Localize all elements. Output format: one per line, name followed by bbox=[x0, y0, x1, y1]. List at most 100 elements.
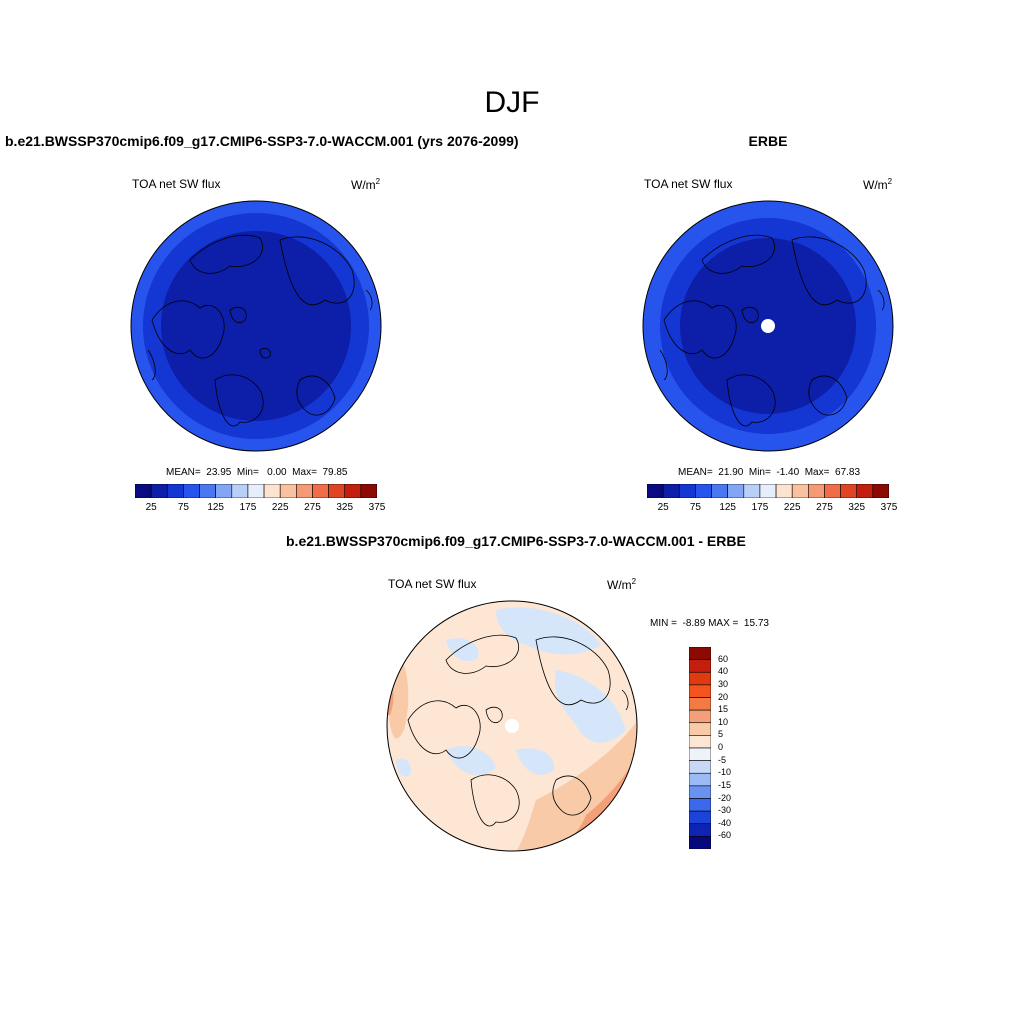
diff-colorbar-tick-label: 10 bbox=[718, 716, 729, 727]
diff-colorbar-box bbox=[689, 785, 711, 799]
obs-case-title: ERBE bbox=[748, 133, 788, 149]
obs-colorbar-box bbox=[647, 484, 664, 498]
diff-colorbar-box bbox=[689, 836, 711, 849]
diff-colorbar bbox=[689, 647, 711, 849]
model-colorbar-tick-label: 375 bbox=[368, 502, 386, 513]
model-colorbar-tick-label: 275 bbox=[304, 502, 321, 513]
diff-negative-patches bbox=[396, 607, 626, 777]
model-colorbar-box bbox=[183, 484, 200, 498]
obs-colorbar-ticks: 25 75 125 175 225 275 325 375 bbox=[647, 502, 898, 516]
obs-colorbar bbox=[647, 484, 889, 498]
diff-colorbar-box bbox=[689, 671, 711, 686]
diff-colorbar-tick-label: -40 bbox=[718, 817, 732, 828]
diff-colorbar-tick-label: -60 bbox=[718, 830, 732, 841]
diff-colorbar-tick-label: -15 bbox=[718, 779, 732, 790]
diff-colorbar-box bbox=[689, 772, 711, 787]
obs-colorbar-tick-label: 225 bbox=[783, 502, 801, 513]
model-colorbar-box bbox=[215, 484, 233, 498]
obs-colorbar-tick-label: 325 bbox=[848, 502, 866, 513]
diff-variable-label: TOA net SW flux bbox=[388, 577, 477, 591]
diff-map-border bbox=[386, 600, 638, 852]
model-colorbar-box bbox=[150, 484, 168, 498]
model-colorbar-box bbox=[312, 484, 329, 498]
obs-colorbar-box bbox=[840, 484, 858, 498]
diff-colorbar-box bbox=[689, 810, 711, 825]
figure-title: DJF bbox=[484, 86, 540, 119]
diff-colorbar-tick-label: 20 bbox=[718, 691, 729, 702]
obs-colorbar-box bbox=[759, 484, 777, 498]
diff-colorbar-box bbox=[689, 760, 711, 774]
model-stats: MEAN= 23.95 Min= 0.00 Max= 79.85 bbox=[166, 467, 348, 478]
obs-polar-map bbox=[642, 200, 894, 452]
model-colorbar-tick-label: 325 bbox=[336, 502, 354, 513]
model-units-label: W/m2 bbox=[351, 177, 381, 192]
diff-colorbar-tick-label: -20 bbox=[718, 792, 732, 803]
diff-colorbar-box bbox=[689, 747, 711, 761]
obs-variable-label: TOA net SW flux bbox=[644, 177, 733, 191]
diff-colorbar-tick-label: 5 bbox=[718, 729, 724, 740]
model-variable-label: TOA net SW flux bbox=[132, 177, 221, 191]
obs-colorbar-box bbox=[711, 484, 728, 498]
model-colorbar-box bbox=[328, 484, 346, 498]
obs-colorbar-box bbox=[824, 484, 841, 498]
model-colorbar-ticks: 25 75 125 175 225 275 325 375 bbox=[135, 502, 386, 516]
obs-stats: MEAN= 21.90 Min= -1.40 Max= 67.83 bbox=[678, 467, 861, 478]
diff-pole-gap bbox=[505, 719, 519, 733]
diff-colorbar-box bbox=[689, 735, 711, 749]
obs-colorbar-tick-label: 75 bbox=[689, 502, 701, 513]
diff-colorbar-ticks: 60 40 30 20 15 10 5 0 -5 -10 -15 -20 -30 -40 -60 bbox=[718, 647, 748, 849]
obs-colorbar-box bbox=[695, 484, 712, 498]
obs-colorbar-box bbox=[808, 484, 825, 498]
diff-colorbar-box bbox=[689, 647, 711, 660]
diff-colorbar-box bbox=[689, 798, 711, 812]
diff-coastlines bbox=[407, 634, 629, 827]
model-colorbar-box bbox=[231, 484, 249, 498]
model-map-border bbox=[130, 200, 382, 452]
model-colorbar-tick-label: 225 bbox=[271, 502, 289, 513]
model-polar-map bbox=[130, 200, 382, 452]
obs-coastlines bbox=[659, 234, 885, 427]
model-colorbar-box bbox=[296, 484, 313, 498]
diff-colorbar-box bbox=[689, 684, 711, 698]
diff-polar-map bbox=[386, 600, 638, 852]
obs-colorbar-tick-label: 375 bbox=[880, 502, 898, 513]
diff-units-label: W/m2 bbox=[607, 577, 637, 592]
diff-case-title: b.e21.BWSSP370cmip6.f09_g17.CMIP6-SSP3-7… bbox=[286, 533, 746, 549]
model-inner-field bbox=[161, 231, 351, 421]
obs-colorbar-tick-label: 175 bbox=[751, 502, 769, 513]
diff-colorbar-tick-label: -5 bbox=[718, 754, 727, 765]
obs-units-label: W/m2 bbox=[863, 177, 893, 192]
model-colorbar-box bbox=[344, 484, 362, 498]
diff-colorbar-tick-label: -10 bbox=[718, 767, 732, 778]
obs-colorbar-box bbox=[775, 484, 793, 498]
obs-colorbar-box bbox=[791, 484, 809, 498]
obs-colorbar-box bbox=[727, 484, 745, 498]
obs-colorbar-tick-label: 125 bbox=[719, 502, 736, 513]
obs-colorbar-box bbox=[662, 484, 680, 498]
model-case-title: b.e21.BWSSP370cmip6.f09_g17.CMIP6-SSP3-7… bbox=[5, 133, 519, 149]
model-colorbar-tick-label: 25 bbox=[145, 502, 157, 513]
model-colorbar-box bbox=[135, 484, 152, 498]
diff-colorbar-tick-label: 40 bbox=[718, 666, 729, 677]
obs-colorbar-tick-label: 275 bbox=[816, 502, 833, 513]
model-colorbar-tick-label: 175 bbox=[239, 502, 257, 513]
model-coastlines bbox=[147, 234, 373, 427]
model-colorbar-box bbox=[360, 484, 377, 498]
obs-colorbar-box bbox=[872, 484, 889, 498]
model-colorbar-box bbox=[166, 484, 184, 498]
model-colorbar-tick-label: 75 bbox=[177, 502, 189, 513]
diff-colorbar-tick-label: 15 bbox=[718, 704, 729, 715]
diff-colorbar-tick-label: -30 bbox=[718, 805, 732, 816]
diff-colorbar-box bbox=[689, 709, 711, 724]
obs-pole-gap bbox=[761, 319, 775, 333]
obs-colorbar-box bbox=[678, 484, 696, 498]
obs-colorbar-box bbox=[743, 484, 761, 498]
obs-colorbar-box bbox=[856, 484, 874, 498]
model-colorbar-box bbox=[279, 484, 297, 498]
diff-colorbar-box bbox=[689, 697, 711, 711]
model-colorbar-box bbox=[263, 484, 281, 498]
diff-colorbar-box bbox=[689, 823, 711, 837]
model-colorbar bbox=[135, 484, 377, 498]
model-colorbar-box bbox=[199, 484, 216, 498]
diff-stats: MIN = -8.89 MAX = 15.73 bbox=[650, 618, 769, 629]
